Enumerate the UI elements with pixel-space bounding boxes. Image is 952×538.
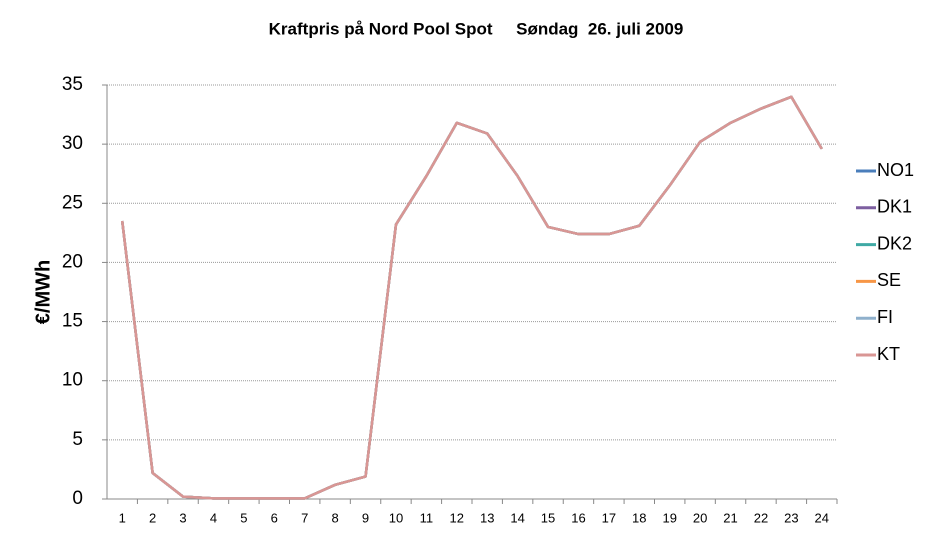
x-tick-label: 2 [149,510,156,525]
legend-label: FI [877,307,893,327]
y-tick-label: 20 [62,251,83,272]
x-tick-label: 18 [632,510,646,525]
legend-label: NO1 [877,160,914,180]
x-tick-label: 9 [362,510,369,525]
legend-label: KT [877,344,900,364]
x-tick-label: 10 [389,510,403,525]
x-tick-label: 20 [693,510,707,525]
series-line [120,95,823,500]
x-tick-label: 8 [332,510,339,525]
y-tick-label: 25 [62,192,83,213]
x-tick-label: 21 [723,510,737,525]
x-tick-label: 22 [754,510,768,525]
series-line [120,95,823,500]
series-line [120,95,823,500]
legend-label: DK1 [877,197,912,217]
x-tick-label: 17 [602,510,616,525]
x-tick-label: 19 [662,510,676,525]
x-tick-label: 7 [301,510,308,525]
y-tick-label: 35 [62,74,83,95]
series-line [120,95,823,500]
x-tick-label: 6 [271,510,278,525]
x-tick-label: 3 [179,510,186,525]
legend-label: DK2 [877,233,912,253]
chart-title: Kraftpris på Nord Pool Spot Søndag 26. j… [269,19,684,38]
x-tick-label: 11 [420,510,434,525]
series-line [120,95,823,500]
legend-label: SE [877,270,901,290]
y-tick-label: 0 [72,488,83,509]
x-tick-label: 1 [119,510,126,525]
x-tick-label: 4 [210,510,217,525]
y-tick-label: 5 [72,429,83,450]
x-tick-label: 5 [240,510,247,525]
x-tick-label: 15 [541,510,555,525]
x-tick-label: 24 [815,510,829,525]
x-tick-label: 13 [480,510,494,525]
x-tick-label: 14 [510,510,524,525]
y-tick-label: 10 [62,370,83,391]
y-tick-label: 30 [62,133,83,154]
x-tick-label: 23 [784,510,798,525]
x-tick-label: 12 [450,510,464,525]
x-tick-label: 16 [571,510,585,525]
y-axis-label: €/MWh [32,260,54,324]
y-tick-label: 15 [62,311,83,332]
series-line [120,95,823,500]
